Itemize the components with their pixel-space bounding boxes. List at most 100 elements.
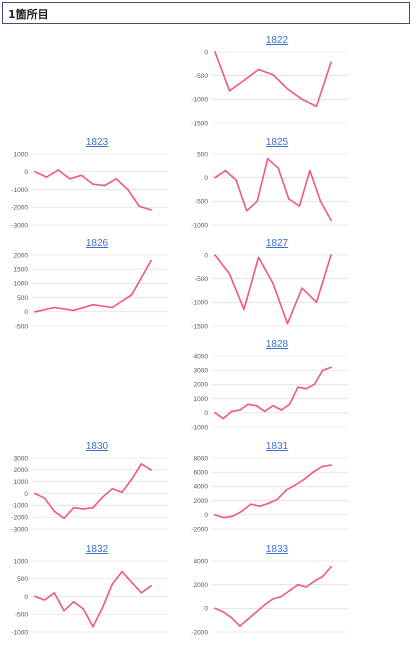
chart-title-link[interactable]: 1831	[265, 441, 289, 452]
chart-title-link[interactable]: 1823	[85, 137, 109, 148]
y-tick-label: 500	[17, 576, 28, 583]
y-tick-label: 0	[204, 410, 208, 417]
chart-title-link[interactable]: 1826	[85, 238, 109, 249]
data-point	[115, 178, 117, 180]
y-tick-label: 0	[204, 252, 208, 259]
chart-panel-1822: 1822 0 -500 -1000 -1500	[172, 35, 382, 138]
data-point	[140, 592, 143, 594]
series-line	[214, 464, 332, 519]
y-tick-label: 1000	[194, 396, 209, 403]
data-point	[57, 169, 59, 171]
chart-title-link[interactable]: 1827	[265, 238, 289, 249]
data-point	[297, 386, 299, 388]
data-point	[266, 157, 269, 160]
data-point	[258, 505, 261, 508]
data-point	[92, 506, 94, 509]
y-tick-label: -1000	[11, 503, 28, 510]
chart-svg: 0 -500 -1000 -1500	[191, 252, 348, 330]
chart-title-link[interactable]: 1833	[265, 544, 289, 555]
y-tick-label: 2000	[14, 252, 29, 259]
data-point	[276, 498, 279, 500]
chart-title-link[interactable]: 1822	[265, 35, 289, 46]
data-point	[280, 595, 283, 598]
data-point	[309, 169, 311, 172]
data-point	[130, 294, 133, 296]
data-point	[249, 503, 252, 505]
y-tick-label: 1000	[14, 151, 29, 158]
chart-svg: 0 -500 -1000 -1500	[191, 49, 348, 127]
data-point	[103, 184, 106, 187]
y-tick-label: 0	[204, 175, 208, 182]
data-point	[305, 586, 307, 588]
data-point	[286, 88, 289, 90]
data-point	[257, 256, 260, 259]
y-tick-label: -500	[195, 276, 208, 283]
y-tick-label: 500	[17, 295, 28, 302]
y-tick-label: 1500	[14, 267, 29, 274]
data-point	[214, 514, 216, 516]
data-point	[72, 506, 75, 509]
y-tick-label: 3000	[14, 455, 29, 462]
chart-title-link[interactable]: 1832	[85, 544, 109, 555]
data-point	[245, 210, 248, 212]
data-point	[263, 410, 266, 413]
y-tick-label: 2000	[194, 498, 209, 505]
data-point	[280, 409, 283, 411]
data-point	[223, 516, 225, 519]
data-point	[224, 169, 227, 172]
data-point	[101, 496, 104, 498]
y-tick-label: 0	[204, 49, 208, 56]
y-tick-label: 8000	[194, 455, 209, 462]
data-point	[82, 508, 85, 510]
data-point	[288, 198, 290, 200]
data-point	[214, 51, 216, 53]
y-tick-label: 2000	[194, 582, 209, 589]
chart-panel-1833: 1833 4000 2000 0 -2000	[172, 544, 382, 647]
y-tick-label: -2000	[191, 629, 208, 636]
chart-title-link[interactable]: 1825	[265, 137, 289, 148]
data-point	[130, 478, 133, 481]
data-point	[140, 463, 143, 465]
data-point	[121, 570, 123, 573]
data-point	[63, 517, 65, 520]
data-point	[34, 311, 36, 313]
data-point	[127, 188, 129, 191]
chart-panel-1832: 1832 1000 500 0 -500 -1000	[0, 544, 202, 647]
data-point	[43, 497, 46, 499]
chart-panel-1831: 1831 8000 6000 4000 2000 0 -2000	[172, 441, 382, 544]
chart-svg: 1000 500 0 -500 -1000	[11, 558, 168, 636]
data-point	[228, 273, 231, 275]
data-point	[111, 306, 114, 309]
page-title: 1箇所目	[8, 8, 49, 21]
data-point	[277, 167, 280, 169]
chart-svg: 4000 2000 0 -2000	[191, 558, 348, 636]
y-tick-label: -1500	[191, 120, 208, 127]
data-point	[69, 178, 71, 180]
data-point	[330, 219, 332, 222]
data-point	[34, 492, 36, 495]
data-point	[313, 383, 316, 386]
data-point	[294, 484, 297, 486]
y-tick-label: -500	[195, 199, 208, 206]
data-point	[111, 488, 114, 490]
data-point	[301, 287, 303, 289]
data-point	[272, 598, 274, 600]
data-point	[330, 566, 332, 568]
chart-title-link[interactable]: 1830	[85, 441, 109, 452]
y-tick-label: -3000	[11, 222, 28, 229]
data-point	[43, 599, 46, 601]
data-point	[321, 369, 324, 371]
data-point	[92, 303, 94, 306]
y-tick-label: 4000	[194, 558, 209, 565]
data-point	[247, 618, 249, 620]
chart-title-link[interactable]: 1828	[265, 339, 289, 350]
chart-svg: 8000 6000 4000 2000 0 -2000	[191, 455, 348, 533]
data-point	[305, 387, 307, 390]
data-point	[92, 183, 94, 185]
data-point	[272, 282, 274, 285]
chart-panel-1830: 1830 3000 2000 1000 0 -1000 -2000 -3000	[0, 441, 202, 544]
y-tick-label: 1000	[14, 281, 29, 288]
data-point	[239, 409, 241, 411]
chart-panel-1823: 1823 1000 0 -1000 -2000 -3000	[0, 137, 202, 240]
data-point	[53, 510, 56, 513]
